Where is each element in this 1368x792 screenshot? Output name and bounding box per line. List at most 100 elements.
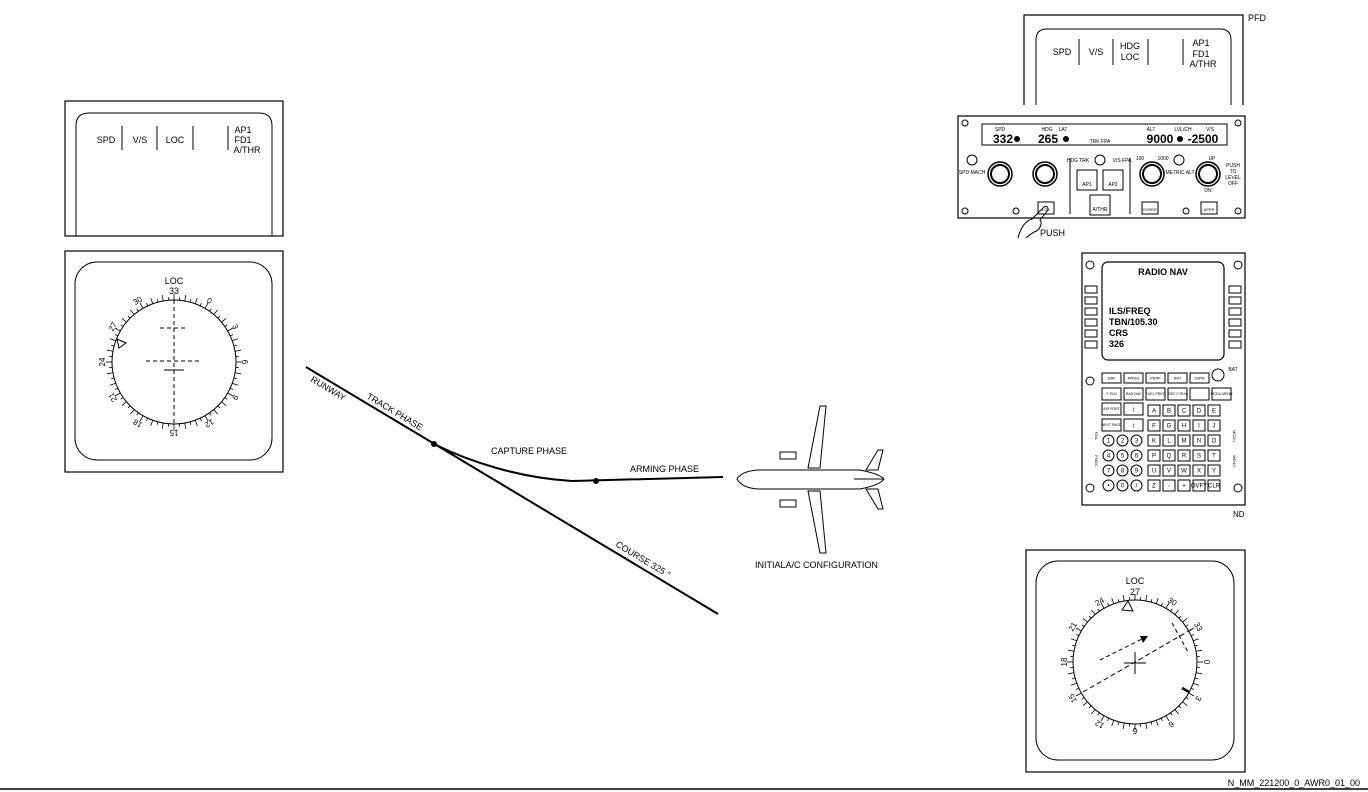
athr-button[interactable]	[1089, 194, 1111, 216]
heading-knob[interactable]	[1032, 161, 1058, 187]
mcdu-key[interactable]: A	[1147, 404, 1161, 417]
svg-text:APPR: APPR	[1204, 207, 1215, 212]
mcdu-key[interactable]: OVFY	[1191, 479, 1207, 492]
expd-button[interactable]	[1141, 201, 1159, 215]
mcdu-key[interactable]: 3	[1130, 434, 1143, 447]
mcdu-key[interactable]: 7	[1102, 464, 1115, 477]
mcdu-key[interactable]: MCDU MENU	[1211, 387, 1233, 401]
compass-tick	[234, 372, 242, 375]
mcdu-key[interactable]: INIT	[1167, 372, 1188, 384]
left-scale-3: 3	[230, 323, 240, 332]
mcdu-key[interactable]: /	[1130, 479, 1143, 492]
mcdu-key[interactable]: CLR	[1207, 479, 1221, 492]
mcdu-key[interactable]: Q	[1162, 449, 1176, 462]
lsk-right[interactable]	[1228, 340, 1242, 349]
mcdu-key[interactable]: DIR	[1101, 372, 1122, 384]
lsk-right[interactable]	[1228, 296, 1242, 305]
mcdu-key[interactable]: E	[1207, 404, 1221, 417]
compass-tick	[232, 338, 239, 342]
mcdu-key[interactable]: ↕	[1123, 402, 1144, 416]
mcdu-key[interactable]: 0	[1116, 479, 1129, 492]
speed-knob[interactable]	[987, 161, 1013, 187]
lsk-right[interactable]	[1228, 307, 1242, 316]
mcdu-key[interactable]: X	[1192, 464, 1206, 477]
mcdu-key[interactable]: AIR PORT	[1101, 402, 1122, 416]
lsk-left[interactable]	[1084, 329, 1098, 338]
mcdu-key[interactable]: B	[1162, 404, 1176, 417]
mcdu-key[interactable]: 2	[1116, 434, 1129, 447]
mcdu-key[interactable]	[1189, 387, 1210, 401]
lsk-right[interactable]	[1228, 318, 1242, 327]
compass-tick	[1107, 718, 1110, 722]
fma-fd1: FD1	[234, 135, 251, 145]
loc-button[interactable]	[1037, 201, 1055, 215]
mcdu-key[interactable]: Z	[1147, 479, 1161, 492]
mcdu-key[interactable]: L	[1162, 434, 1176, 447]
compass-tick	[1117, 599, 1120, 603]
mcdu-key[interactable]: -	[1162, 479, 1176, 492]
mcdu-key[interactable]: 1	[1102, 434, 1115, 447]
ap2-button[interactable]	[1102, 169, 1124, 191]
mcdu-key[interactable]: 6	[1130, 449, 1143, 462]
mcdu-key[interactable]: D	[1192, 404, 1206, 417]
mcdu-key[interactable]: NEXT PAGE	[1101, 418, 1122, 432]
mcdu-key[interactable]: N	[1192, 434, 1206, 447]
mcdu-key[interactable]: I	[1192, 419, 1206, 432]
mcdu-key[interactable]: W	[1177, 464, 1191, 477]
mcdu-key[interactable]: PERF	[1145, 372, 1166, 384]
compass-tick	[199, 418, 202, 422]
mcdu-key-label: 8	[1121, 469, 1125, 475]
mcdu-key[interactable]: M	[1177, 434, 1191, 447]
lsk-left[interactable]	[1084, 296, 1098, 305]
mcdu-key[interactable]: K	[1147, 434, 1161, 447]
mcdu-key-label: Q	[1167, 454, 1172, 460]
mcdu-key[interactable]: PROG	[1123, 372, 1144, 384]
mcdu-key[interactable]: V	[1162, 464, 1176, 477]
left-scale-24: 24	[98, 357, 107, 366]
svg-text:TO: TO	[1230, 169, 1237, 175]
mcdu-key[interactable]: Y	[1207, 464, 1221, 477]
lsk-left[interactable]	[1084, 340, 1098, 349]
mcdu-key[interactable]: 4	[1102, 449, 1115, 462]
ap1-button[interactable]	[1076, 169, 1098, 191]
arming-point	[593, 478, 599, 484]
mcdu-key-label: W	[1181, 469, 1187, 475]
mcdu-key[interactable]: +	[1177, 479, 1191, 492]
lsk-right[interactable]	[1228, 329, 1242, 338]
mcdu-key-label: ↕	[1132, 406, 1136, 413]
mcdu-key[interactable]: DATA	[1189, 372, 1210, 384]
mcdu-key[interactable]: C	[1177, 404, 1191, 417]
mcdu-key[interactable]: U	[1147, 464, 1161, 477]
mcdu-key[interactable]: 9	[1130, 464, 1143, 477]
mcdu-key[interactable]: G	[1162, 419, 1176, 432]
compass-tick	[121, 401, 127, 407]
lsk-left[interactable]	[1084, 318, 1098, 327]
mcdu-key[interactable]: 8	[1116, 464, 1129, 477]
mcdu-key[interactable]: SEC F-PLN	[1167, 387, 1188, 401]
lsk-right[interactable]	[1228, 285, 1242, 294]
right-scale-24: 24	[1094, 595, 1107, 608]
mcdu-key[interactable]: F-PLN	[1101, 387, 1122, 401]
brightness-knob[interactable]	[1211, 368, 1225, 382]
svg-text:A/THR: A/THR	[1093, 207, 1108, 213]
compass-tick	[1088, 705, 1092, 709]
mcdu-key[interactable]: T	[1207, 449, 1221, 462]
lsk-left[interactable]	[1084, 307, 1098, 316]
mcdu-key[interactable]: O	[1207, 434, 1221, 447]
vs-knob[interactable]	[1195, 161, 1221, 187]
mcdu-key[interactable]: S	[1192, 449, 1206, 462]
mcdu-key[interactable]: J	[1207, 419, 1221, 432]
mcdu-key[interactable]: •	[1102, 479, 1115, 492]
mcdu-key[interactable]: 5	[1116, 449, 1129, 462]
mcdu-key[interactable]: P	[1147, 449, 1161, 462]
lsk-left[interactable]	[1084, 285, 1098, 294]
mcdu-key[interactable]: RAD NAV	[1123, 387, 1144, 401]
mcdu-key[interactable]: H	[1177, 419, 1191, 432]
mcdu-key[interactable]: R	[1177, 449, 1191, 462]
mcdu-key[interactable]: FUEL PRED	[1145, 387, 1166, 401]
mcdu-key[interactable]: F	[1147, 419, 1161, 432]
altitude-knob[interactable]	[1139, 161, 1165, 187]
mcdu-key[interactable]: ↕	[1123, 418, 1144, 432]
left-nd-panel: LOC 33 30 0 3 6 9 12 15 18 21 24 27	[64, 250, 284, 473]
appr-button[interactable]	[1200, 201, 1218, 215]
